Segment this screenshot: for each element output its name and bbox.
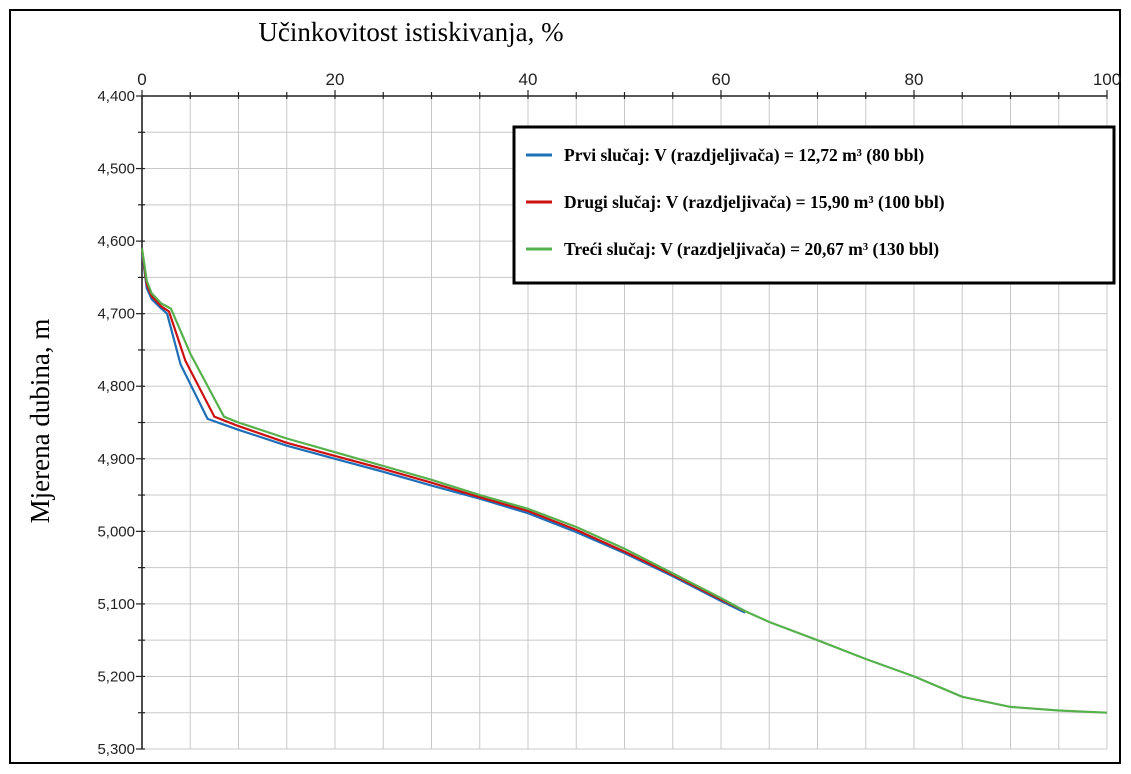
y-tick-label: 5,300 [97,741,135,758]
legend-entry-1: Prvi slučaj: V (razdjeljivača) = 12,72 m… [564,145,924,165]
x-tick-label: 20 [326,70,345,89]
y-tick-label: 4,400 [97,88,135,105]
y-tick-label: 5,000 [97,523,135,540]
legend-entry-2: Drugi slučaj: V (razdjeljivača) = 15,90 … [564,192,945,212]
y-tick-label: 5,100 [97,596,135,613]
x-tick-label: 40 [519,70,538,89]
x-axis-title: Učinkovitost istiskivanja, % [258,17,563,47]
y-tick-label: 4,900 [97,451,135,468]
series-line-1 [140,251,746,614]
series-line-2 [140,249,746,613]
legend: Prvi slučaj: V (razdjeljivača) = 12,72 m… [512,125,1116,285]
series-layer [140,248,1108,714]
y-tick-label: 4,800 [97,378,135,395]
axis-layer: 0 20 40 60 80 100 4,400 4,500 4,600 4,700 4,800 4,9… [97,70,1121,758]
y-tick-label: 4,500 [97,161,135,178]
chart-frame: 0 20 40 60 80 100 4,400 4,500 4,600 4,700 4,800 4,9… [9,9,1121,764]
y-tick-label: 5,200 [97,668,135,685]
legend-box [512,125,1116,285]
y-tick-label: 4,600 [97,233,135,250]
y-tick-label: 4,700 [97,306,135,323]
chart-canvas: 0 20 40 60 80 100 4,400 4,500 4,600 4,700 4,800 4,9… [25,17,1121,758]
x-tick-label: 0 [137,70,146,89]
legend-entry-3: Treći slučaj: V (razdjeljivača) = 20,67 … [564,239,939,259]
x-tick-label: 60 [712,70,731,89]
x-tick-label: 100 [1093,70,1121,89]
x-tick-label: 80 [905,70,924,89]
series-line-3 [140,248,1108,714]
y-axis-title: Mjerena dubina, m [25,319,55,524]
